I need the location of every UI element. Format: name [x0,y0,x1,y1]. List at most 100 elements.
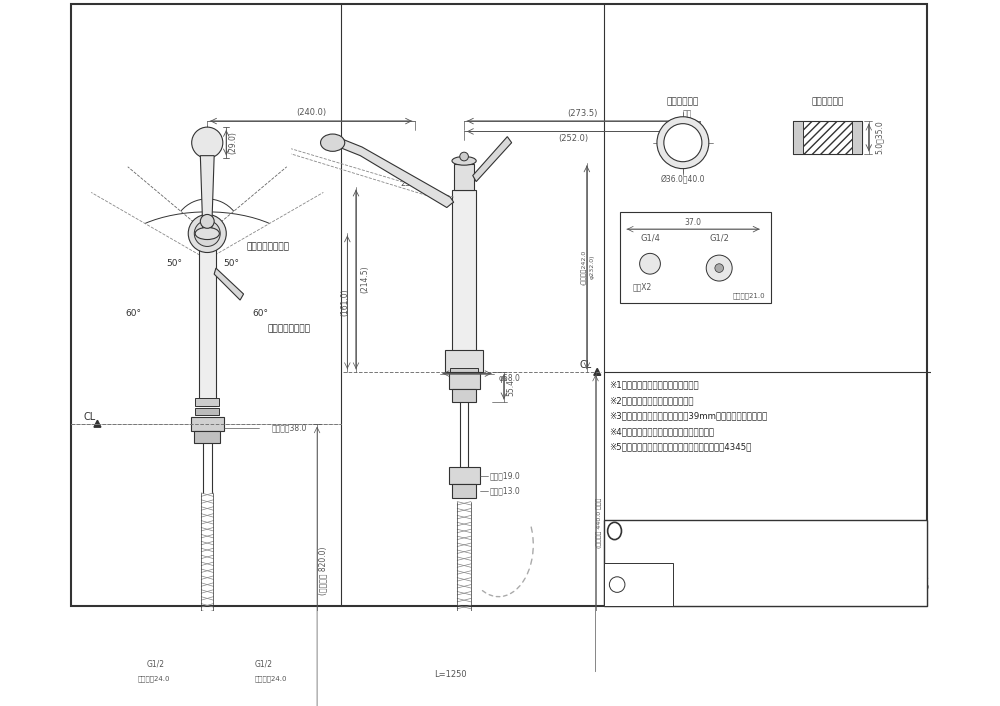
Circle shape [715,264,724,273]
Text: 品: 品 [819,533,823,539]
Text: (240.0): (240.0) [296,108,326,117]
Bar [239,631,255,657]
Text: (273.5): (273.5) [567,109,597,118]
Text: (29.0): (29.0) [229,131,238,154]
Ellipse shape [321,134,345,151]
Bar [852,121,862,154]
Text: (配管長さ 820.0): (配管長さ 820.0) [319,546,328,595]
Text: 名: 名 [819,522,823,529]
Bar [445,350,483,372]
Text: ※5　水受容器を必ず設置すること。（弊社製品4345）: ※5 水受容器を必ず設置すること。（弊社製品4345） [609,443,752,452]
Bar [195,397,219,407]
Bar [452,662,476,676]
Text: ※3　ブレードホースは曲げ半彄39mm以上を確保すること。: ※3 ブレードホースは曲げ半彄39mm以上を確保すること。 [609,412,768,421]
Bar [162,685,173,697]
Text: シングルレバー引出し混合栓（分水孔つき）: シングルレバー引出し混合栓（分水孔つき） [820,542,928,550]
Text: 60°: 60° [126,309,142,318]
Bar [157,657,178,668]
Bar [452,190,476,354]
Bar [620,212,771,303]
Text: 天板締付範囲: 天板締付範囲 [811,97,843,107]
Text: ※2　止水栓を必ず設置すること。: ※2 止水栓を必ず設置すること。 [609,396,694,405]
Ellipse shape [452,157,476,165]
Text: L=1250: L=1250 [434,670,466,679]
Text: 図: 図 [736,554,741,562]
Text: 60°: 60° [253,309,269,318]
Text: 製: 製 [693,554,697,562]
Text: 5.0～35.0: 5.0～35.0 [875,121,884,155]
Text: 六角対辺24.0: 六角対辺24.0 [255,676,287,682]
Bar [449,372,480,389]
Circle shape [192,127,223,158]
Text: 2009年06月24日　作成: 2009年06月24日 作成 [708,529,769,535]
Bar [237,657,257,668]
Text: 勝田: 勝田 [689,532,701,542]
Polygon shape [473,137,512,181]
Text: φ232.0): φ232.0) [590,255,595,280]
Text: 番号 CSK118038B_B: 番号 CSK118038B_B [708,522,769,528]
Bar [239,668,255,685]
Text: φ58.0: φ58.0 [499,374,521,383]
Bar [160,631,175,657]
Text: 両幹X2: 両幹X2 [633,282,652,292]
Text: (214.5): (214.5) [360,265,369,293]
Text: Ø36.0～40.0: Ø36.0～40.0 [661,174,705,184]
Text: (252.0): (252.0) [558,134,588,143]
Bar [449,645,480,662]
Text: 中嶎: 中嶎 [777,532,789,542]
Text: 認: 認 [796,554,801,562]
Text: 品: 品 [819,554,823,561]
Bar [450,368,478,374]
Text: 単位mm: 単位mm [633,578,662,587]
Bar [191,417,224,431]
Polygon shape [214,268,244,300]
Bar [793,121,803,154]
Polygon shape [200,155,214,238]
Text: 冷水: 冷水 [683,109,692,119]
Text: 度: 度 [656,566,660,573]
Bar [194,431,220,443]
Text: (天板厚差242.0: (天板厚差242.0 [581,250,586,285]
Text: 図: 図 [773,554,778,562]
Text: 37.0: 37.0 [685,217,702,227]
Bar [452,484,476,498]
Circle shape [640,253,660,274]
Ellipse shape [608,522,621,539]
Text: 50°: 50° [166,259,182,268]
Text: 尺: 尺 [656,571,660,578]
Text: G1/2: G1/2 [147,659,165,669]
Text: ハンドル回転角度: ハンドル回転角度 [246,242,289,251]
Text: 二面幅13.0: 二面幅13.0 [490,486,521,496]
Text: 1/4: 1/4 [660,565,673,573]
Bar [454,164,474,190]
Polygon shape [594,369,601,376]
Circle shape [460,152,468,161]
Text: 50°: 50° [223,259,239,268]
Text: 番: 番 [819,543,823,550]
Circle shape [706,255,732,281]
Bar [604,520,927,606]
Text: ※1　（）内寸法は参考寸法である。: ※1 （）内寸法は参考寸法である。 [609,381,699,389]
Bar [604,563,673,606]
Text: 1: 1 [662,570,667,579]
Text: 承: 承 [788,554,792,562]
Text: (配管長さ 440.0 参考）: (配管長さ 440.0 参考） [596,498,602,549]
Bar [199,234,216,407]
Text: (161.0): (161.0) [340,289,349,316]
Bar [160,668,175,685]
Text: スパウト回転角度: スパウト回転角度 [268,324,311,333]
Text: KAKUDAI: KAKUDAI [612,524,683,538]
Circle shape [657,116,709,169]
Text: CL: CL [580,360,592,370]
Text: G1/2: G1/2 [709,233,729,242]
Bar [195,408,219,415]
Circle shape [194,220,220,246]
Text: CL: CL [84,412,96,421]
Bar [242,685,252,697]
Polygon shape [339,138,454,208]
Ellipse shape [195,227,219,239]
Bar [449,467,480,484]
Text: 天板取付穴径: 天板取付穴径 [667,97,699,107]
Text: 二面幅19.0: 二面幅19.0 [490,471,521,480]
Text: 55.4: 55.4 [506,379,515,396]
